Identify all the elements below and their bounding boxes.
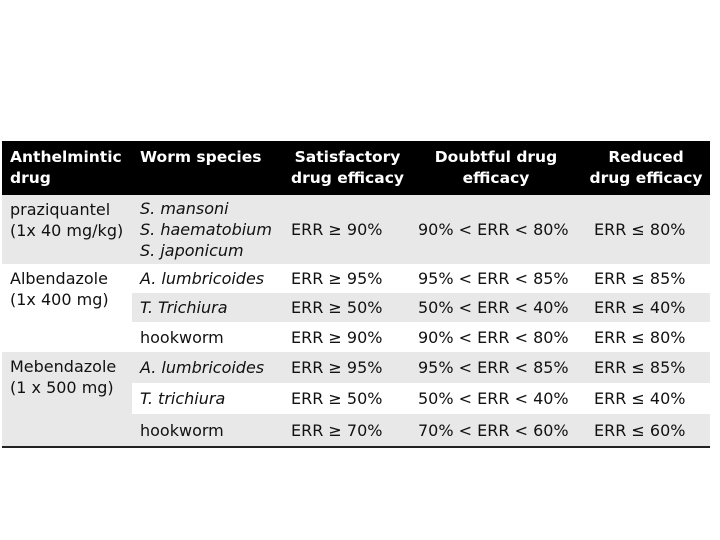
worm-species: S. mansoni S. haematobium S. japonicum — [140, 199, 272, 260]
efficacy-satisfactory: ERR ≥ 70% — [291, 421, 383, 440]
row-band — [132, 352, 710, 383]
header-satisfactory: Satisfactory drug efficacy — [290, 148, 404, 187]
efficacy-satisfactory: ERR ≥ 90% — [291, 220, 383, 239]
header-species: Worm species — [140, 148, 262, 166]
row-band — [132, 383, 710, 414]
efficacy-reduced: ERR ≤ 80% — [594, 328, 686, 347]
header-reduced: Reduced drug efficacy — [589, 148, 703, 187]
efficacy-satisfactory: ERR ≥ 95% — [291, 269, 383, 288]
bottom-rule — [2, 446, 710, 448]
drug-band — [2, 195, 132, 264]
efficacy-reduced: ERR ≤ 40% — [594, 389, 686, 408]
row-band — [132, 195, 710, 264]
row-band — [132, 293, 710, 322]
efficacy-satisfactory: ERR ≥ 95% — [291, 358, 383, 377]
efficacy-reduced: ERR ≤ 85% — [594, 269, 686, 288]
header-doubtful: Doubtful drug efficacy — [434, 148, 558, 187]
efficacy-reduced: ERR ≤ 85% — [594, 358, 686, 377]
drug-name: Mebendazole (1 x 500 mg) — [10, 357, 117, 397]
row-band — [132, 264, 710, 293]
row-band — [132, 414, 710, 447]
worm-species: A. lumbricoides — [140, 358, 265, 377]
row-band — [132, 322, 710, 352]
efficacy-doubtful: 95% < ERR < 85% — [418, 358, 569, 377]
efficacy-satisfactory: ERR ≥ 50% — [291, 298, 383, 317]
worm-species: hookworm — [140, 328, 224, 347]
efficacy-doubtful: 50% < ERR < 40% — [418, 389, 569, 408]
worm-species: hookworm — [140, 421, 224, 440]
efficacy-reduced: ERR ≤ 40% — [594, 298, 686, 317]
header-drug: Anthelmintic drug — [10, 148, 122, 187]
drug-band — [2, 352, 132, 447]
efficacy-reduced: ERR ≤ 80% — [594, 220, 686, 239]
efficacy-doubtful: 95% < ERR < 85% — [418, 269, 569, 288]
efficacy-doubtful: 70% < ERR < 60% — [418, 421, 569, 440]
efficacy-reduced: ERR ≤ 60% — [594, 421, 686, 440]
efficacy-doubtful: 90% < ERR < 80% — [418, 220, 569, 239]
drug-name: praziquantel (1x 40 mg/kg) — [10, 200, 124, 240]
worm-species: A. lumbricoides — [140, 269, 265, 288]
header-band — [2, 141, 710, 195]
drug-band — [2, 264, 132, 352]
efficacy-satisfactory: ERR ≥ 50% — [291, 389, 383, 408]
efficacy-doubtful: 50% < ERR < 40% — [418, 298, 569, 317]
worm-species: T. Trichiura — [140, 298, 228, 317]
worm-species: T. trichiura — [140, 389, 226, 408]
efficacy-satisfactory: ERR ≥ 90% — [291, 328, 383, 347]
drug-name: Albendazole (1x 400 mg) — [10, 269, 109, 309]
efficacy-doubtful: 90% < ERR < 80% — [418, 328, 569, 347]
